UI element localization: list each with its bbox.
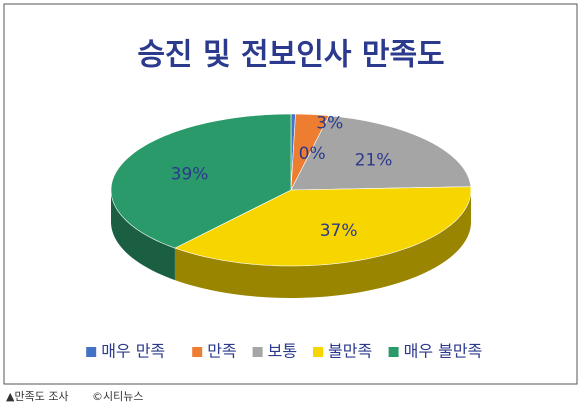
data-label: 3% — [316, 114, 343, 134]
data-labels: 0% 3% 21% 37% 39% — [171, 114, 393, 241]
data-label: 0% — [299, 144, 326, 164]
legend-label: 불만족 — [328, 342, 372, 361]
legend: 매우 만족 만족 보통 불만족 매우 불만족 — [86, 342, 482, 361]
pie-slice — [174, 186, 472, 267]
chart-title: 승진 및 전보인사 만족도 — [137, 38, 444, 73]
pie-tops — [110, 113, 472, 267]
legend-label: 보통 — [268, 342, 297, 361]
caption-credit: ©시티뉴스 — [92, 390, 143, 403]
legend-swatch — [313, 347, 323, 357]
legend-swatch — [192, 347, 203, 357]
data-label: 21% — [355, 151, 393, 171]
pie-side — [111, 190, 175, 281]
pie-slice — [110, 113, 292, 249]
pie-slice — [290, 115, 472, 191]
pie-sides — [111, 190, 471, 298]
pie-side — [174, 190, 471, 298]
legend-swatch — [388, 347, 399, 357]
data-label: 37% — [320, 221, 358, 241]
legend-label: 만족 — [207, 342, 236, 361]
legend-label: 매우 만족 — [101, 342, 165, 361]
legend-swatch — [86, 347, 97, 357]
data-label: 39% — [171, 164, 209, 184]
legend-swatch — [252, 347, 263, 357]
legend-label: 매우 불만족 — [404, 342, 483, 361]
caption-label: ▲만족도 조사 — [6, 390, 69, 403]
